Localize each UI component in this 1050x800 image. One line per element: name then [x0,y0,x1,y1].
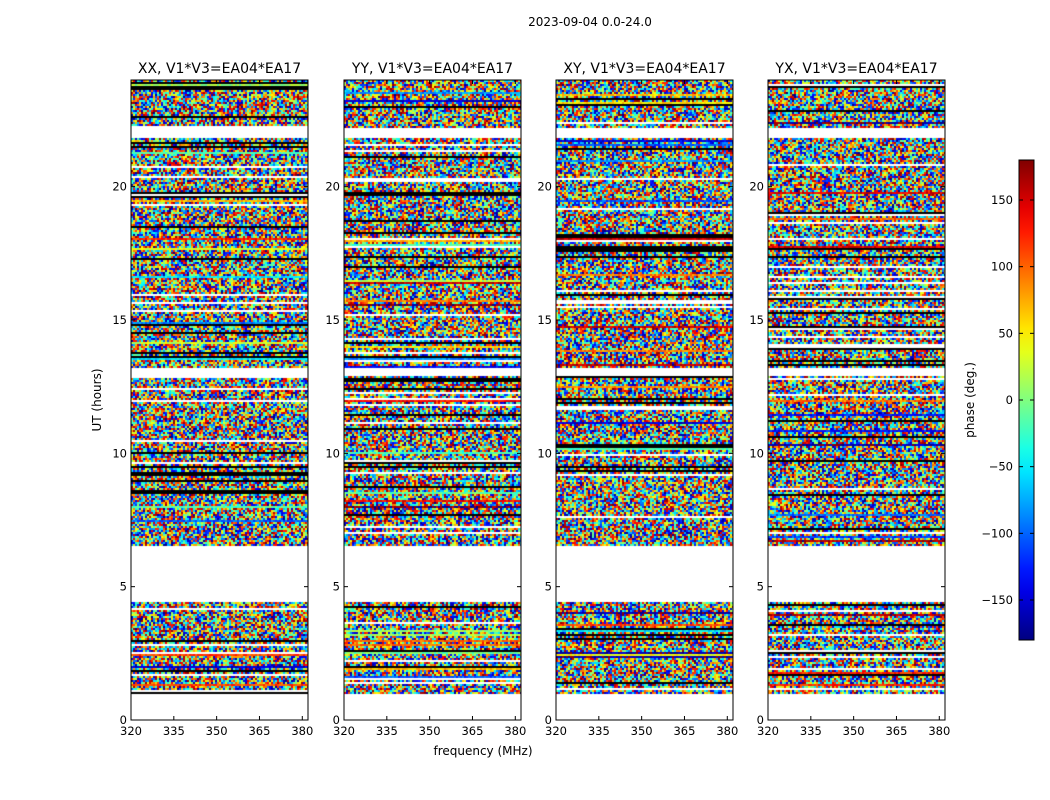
x-tick-label: 380 [928,724,950,738]
heatmap-xy [556,80,733,720]
y-tick-label: 10 [112,446,127,460]
y-tick-label: 0 [120,713,127,727]
colorbar-tick-label: 0 [1006,393,1013,407]
y-tick-label: 5 [545,580,552,594]
y-tick-label: 15 [537,313,552,327]
x-tick-label: 365 [885,724,907,738]
colorbar-tick-label: 50 [998,326,1013,340]
heatmap-yx [768,80,945,720]
x-tick-label: 365 [461,724,483,738]
y-tick-label: 0 [333,713,340,727]
x-tick-label: 335 [163,724,185,738]
x-tick-label: 320 [545,724,567,738]
x-tick-label: 380 [504,724,526,738]
x-tick-label: 350 [206,724,228,738]
x-tick-label: 350 [843,724,865,738]
x-tick-label: 335 [588,724,610,738]
x-tick-label: 320 [120,724,142,738]
y-tick-label: 10 [325,446,340,460]
y-tick-label: 10 [537,446,552,460]
x-tick-label: 365 [248,724,270,738]
panel-title: XY, V1*V3=EA04*EA17 [563,61,725,77]
panel-yy: YY, V1*V3=EA04*EA17 320 335 350 365 380 0 5 10 15… [325,61,526,738]
y-tick-label: 0 [545,713,552,727]
x-tick-label: 335 [800,724,822,738]
panel-xy: XY, V1*V3=EA04*EA17 320 335 350 365 380 0 5 10 15… [537,61,738,738]
y-tick-label: 5 [333,580,340,594]
colorbar: 150 100 50 0 −50 −100 −150 phase (deg.) [963,159,1035,641]
panel-yx: YX, V1*V3=EA04*EA17 320 335 350 365 380 0 5 10 15… [749,61,950,738]
colorbar-tick-label: 100 [991,260,1013,274]
y-tick-label: 20 [325,180,340,194]
y-tick-label: 15 [112,313,127,327]
heatmap-xx [131,80,308,720]
axes-frame [767,79,946,721]
panel-title: XX, V1*V3=EA04*EA17 [138,61,301,77]
y-tick-label: 20 [749,180,764,194]
colorbar-label: phase (deg.) [963,362,977,438]
axes-frame [343,79,522,721]
panel-title: YX, V1*V3=EA04*EA17 [774,61,937,77]
x-tick-label: 335 [376,724,398,738]
y-tick-label: 20 [112,180,127,194]
x-tick-label: 380 [716,724,738,738]
axes-frame [555,79,734,721]
axes-frame [130,79,309,721]
heatmap-yy [344,80,521,720]
y-tick-label: 5 [757,580,764,594]
x-tick-label: 320 [757,724,779,738]
y-tick-label: 15 [325,313,340,327]
x-tick-label: 350 [419,724,441,738]
panel-title: YY, V1*V3=EA04*EA17 [351,61,513,77]
colorbar-tick-label: −100 [981,526,1013,540]
x-axis-label: frequency (MHz) [433,744,532,758]
y-axis-label: UT (hours) [90,368,104,431]
colorbar-tick-label: −50 [989,460,1013,474]
x-tick-label: 365 [673,724,695,738]
x-tick-label: 380 [291,724,313,738]
y-tick-label: 10 [749,446,764,460]
y-tick-label: 5 [120,580,127,594]
panels-layer: XX, V1*V3=EA04*EA17 320 335 350 365 380 0 5 10 15… [90,61,950,758]
x-tick-label: 320 [333,724,355,738]
x-tick-label: 350 [631,724,653,738]
colorbar-tick-label: −150 [981,593,1013,607]
y-tick-label: 15 [749,313,764,327]
y-tick-label: 0 [757,713,764,727]
colorbar-tick-label: 150 [991,193,1013,207]
panel-xx: XX, V1*V3=EA04*EA17 320 335 350 365 380 0 5 10 15… [112,61,313,738]
y-tick-label: 20 [537,180,552,194]
figure-suptitle: 2023-09-04 0.0-24.0 [528,15,652,29]
